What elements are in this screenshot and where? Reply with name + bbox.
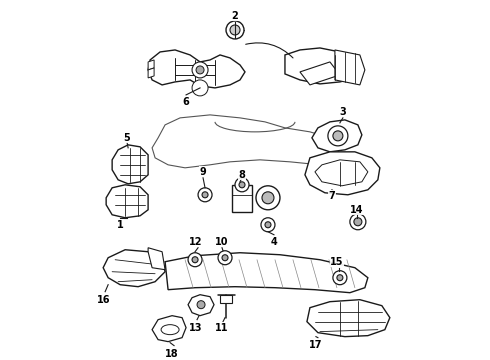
Polygon shape <box>300 62 340 85</box>
Polygon shape <box>148 60 154 70</box>
Polygon shape <box>335 50 365 85</box>
Polygon shape <box>148 68 154 78</box>
Text: 15: 15 <box>330 257 343 267</box>
Polygon shape <box>148 50 245 88</box>
Text: 9: 9 <box>199 167 206 177</box>
Polygon shape <box>148 248 165 270</box>
Circle shape <box>230 25 240 35</box>
Circle shape <box>198 188 212 202</box>
Polygon shape <box>220 295 232 303</box>
Polygon shape <box>165 253 368 293</box>
Circle shape <box>202 192 208 198</box>
Circle shape <box>195 83 205 93</box>
Circle shape <box>197 301 205 309</box>
Text: 6: 6 <box>183 97 190 107</box>
Text: 10: 10 <box>215 237 229 247</box>
Text: 5: 5 <box>124 133 130 143</box>
Circle shape <box>262 192 274 204</box>
Text: 12: 12 <box>189 237 203 247</box>
Circle shape <box>239 182 245 188</box>
Circle shape <box>333 131 343 141</box>
Circle shape <box>192 257 198 263</box>
Circle shape <box>188 253 202 267</box>
Circle shape <box>354 218 362 226</box>
Polygon shape <box>285 48 360 84</box>
Circle shape <box>235 178 249 192</box>
Circle shape <box>192 80 208 96</box>
Polygon shape <box>152 115 340 168</box>
Text: 3: 3 <box>340 107 346 117</box>
Polygon shape <box>312 120 362 152</box>
Text: 4: 4 <box>270 237 277 247</box>
Text: 14: 14 <box>350 205 364 215</box>
Circle shape <box>226 21 244 39</box>
Circle shape <box>256 186 280 210</box>
Text: 11: 11 <box>215 323 229 333</box>
Polygon shape <box>315 160 368 186</box>
Polygon shape <box>112 145 148 184</box>
Circle shape <box>333 271 347 285</box>
Circle shape <box>218 251 232 265</box>
Polygon shape <box>232 185 252 212</box>
Circle shape <box>265 222 271 228</box>
Circle shape <box>261 218 275 232</box>
Ellipse shape <box>161 325 179 335</box>
Polygon shape <box>188 295 214 316</box>
Text: 13: 13 <box>189 323 203 333</box>
Text: 18: 18 <box>165 348 179 359</box>
Circle shape <box>328 126 348 146</box>
Polygon shape <box>103 250 165 287</box>
Text: 1: 1 <box>117 220 123 230</box>
Circle shape <box>350 214 366 230</box>
Circle shape <box>196 66 204 74</box>
Polygon shape <box>305 152 380 195</box>
Text: 2: 2 <box>232 11 239 21</box>
Text: 8: 8 <box>239 170 245 180</box>
Polygon shape <box>152 316 186 342</box>
Text: 16: 16 <box>98 295 111 305</box>
Text: 7: 7 <box>328 191 335 201</box>
Circle shape <box>337 275 343 281</box>
Polygon shape <box>106 185 148 218</box>
Circle shape <box>192 62 208 78</box>
Text: 17: 17 <box>309 339 323 350</box>
Circle shape <box>222 255 228 261</box>
Polygon shape <box>307 300 390 337</box>
